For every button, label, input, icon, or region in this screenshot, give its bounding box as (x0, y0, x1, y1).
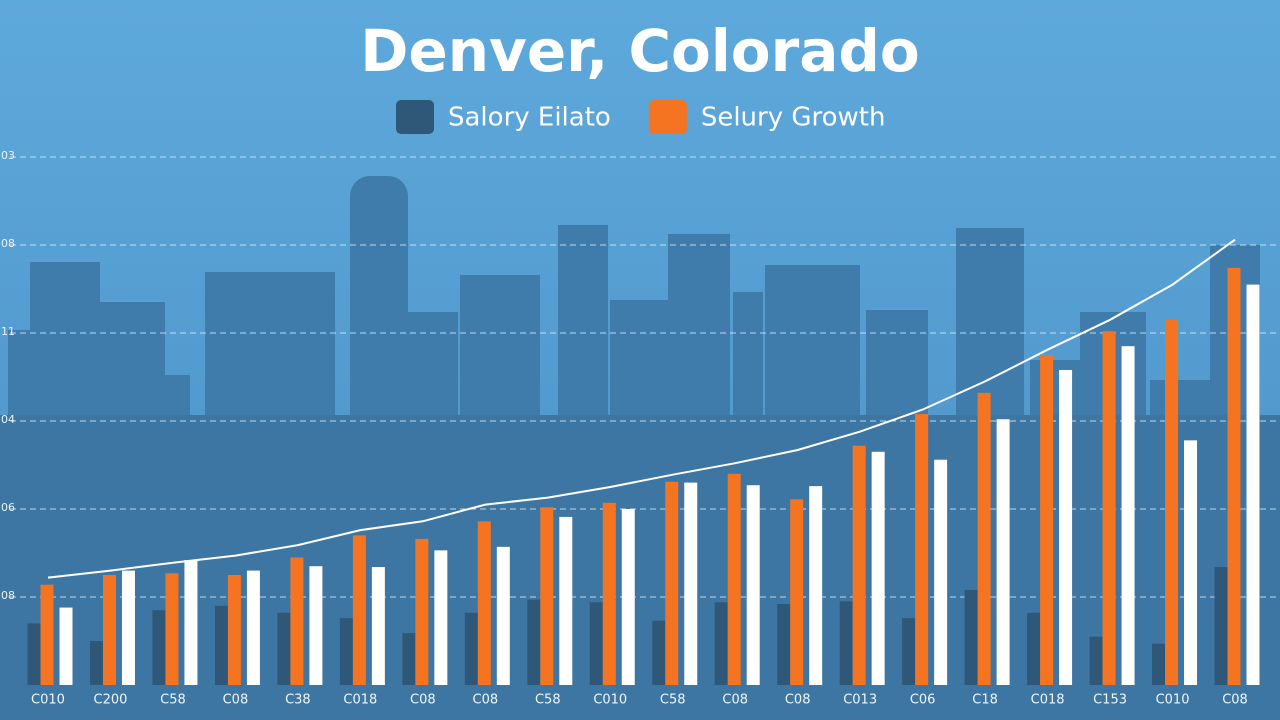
x-tick-label: C018 (1031, 693, 1065, 708)
bar (964, 589, 978, 685)
bar (89, 641, 103, 685)
bar (121, 570, 135, 685)
x-tick-label: C08 (722, 693, 748, 708)
x-tick-label: C18 (972, 693, 998, 708)
bar (527, 599, 541, 685)
bar (684, 482, 698, 685)
bar (589, 602, 603, 685)
bar (290, 557, 304, 685)
legend-swatch (648, 100, 687, 134)
bar (165, 573, 179, 685)
x-tick-label: C200 (94, 693, 128, 708)
bar (746, 485, 760, 685)
bar (1089, 636, 1103, 685)
bar (652, 620, 666, 685)
bar (977, 392, 991, 685)
bar (214, 605, 228, 685)
bar (339, 618, 353, 685)
legend: Salory Eilato Selury Growth (396, 100, 885, 134)
bar (1214, 567, 1228, 685)
x-tick-label: C58 (660, 693, 686, 708)
bar (402, 633, 416, 685)
bar (1121, 346, 1135, 685)
x-tick-label: C08 (1222, 693, 1248, 708)
x-tick-label: C08 (410, 693, 436, 708)
bar (1027, 612, 1041, 685)
bar (902, 618, 916, 685)
y-tick-label: 06 (1, 501, 15, 514)
bar (915, 413, 929, 685)
x-tick-label: C08 (785, 693, 811, 708)
y-tick-label: 08 (1, 589, 15, 602)
bar (727, 473, 741, 685)
x-tick-label: C010 (1156, 693, 1190, 708)
bar (777, 604, 791, 685)
bar (371, 567, 385, 685)
bar (809, 486, 823, 685)
bar (415, 538, 429, 685)
y-tick-label: 03 (1, 149, 15, 162)
bar (1059, 369, 1073, 685)
bar (496, 546, 510, 685)
x-tick-label: C013 (843, 693, 877, 708)
bar (665, 481, 679, 685)
y-tick-label: 08 (1, 237, 15, 250)
x-tick-label: C08 (473, 693, 499, 708)
bar (602, 502, 616, 685)
bar (434, 550, 448, 685)
bar (477, 521, 491, 685)
bar (152, 610, 166, 685)
bar (934, 459, 948, 685)
bar (621, 509, 635, 685)
bar (27, 623, 41, 685)
bar (59, 607, 73, 685)
bar (246, 570, 260, 685)
trend-line (47, 238, 1236, 579)
x-tick-label: C010 (31, 693, 65, 708)
x-tick-label: C018 (343, 693, 377, 708)
bar (102, 575, 116, 685)
bar (996, 419, 1010, 685)
x-tick-label: C58 (535, 693, 561, 708)
bar (1102, 331, 1116, 685)
bar (1246, 284, 1260, 685)
bar (559, 516, 573, 685)
bar (1227, 267, 1241, 685)
legend-label: Salory Eilato (448, 103, 611, 133)
x-tick-label: C08 (223, 693, 249, 708)
bar (871, 451, 885, 685)
bar (852, 445, 866, 685)
x-tick-label: C010 (593, 693, 627, 708)
x-tick-label: C58 (160, 693, 186, 708)
bar (540, 507, 554, 685)
bar (839, 601, 853, 685)
chart-title: Denver, Colorado (360, 17, 919, 85)
bar (227, 575, 241, 685)
bar (714, 602, 728, 685)
bar (40, 584, 54, 685)
bar (464, 612, 478, 685)
x-tick-label: C06 (910, 693, 936, 708)
bar (1040, 355, 1054, 685)
legend-label: Selury Growth (701, 103, 886, 133)
x-tick-label: C153 (1093, 693, 1127, 708)
x-tick-label: C38 (285, 693, 311, 708)
bar (790, 499, 804, 685)
legend-swatch (396, 100, 434, 134)
bar (184, 560, 198, 685)
bar (1184, 440, 1198, 685)
bar (1152, 643, 1166, 685)
bar (309, 566, 323, 685)
bar (352, 535, 366, 685)
y-tick-label: 04 (1, 413, 15, 426)
y-tick-label: 11 (1, 325, 15, 338)
bar (1165, 319, 1179, 685)
bar (277, 612, 291, 685)
